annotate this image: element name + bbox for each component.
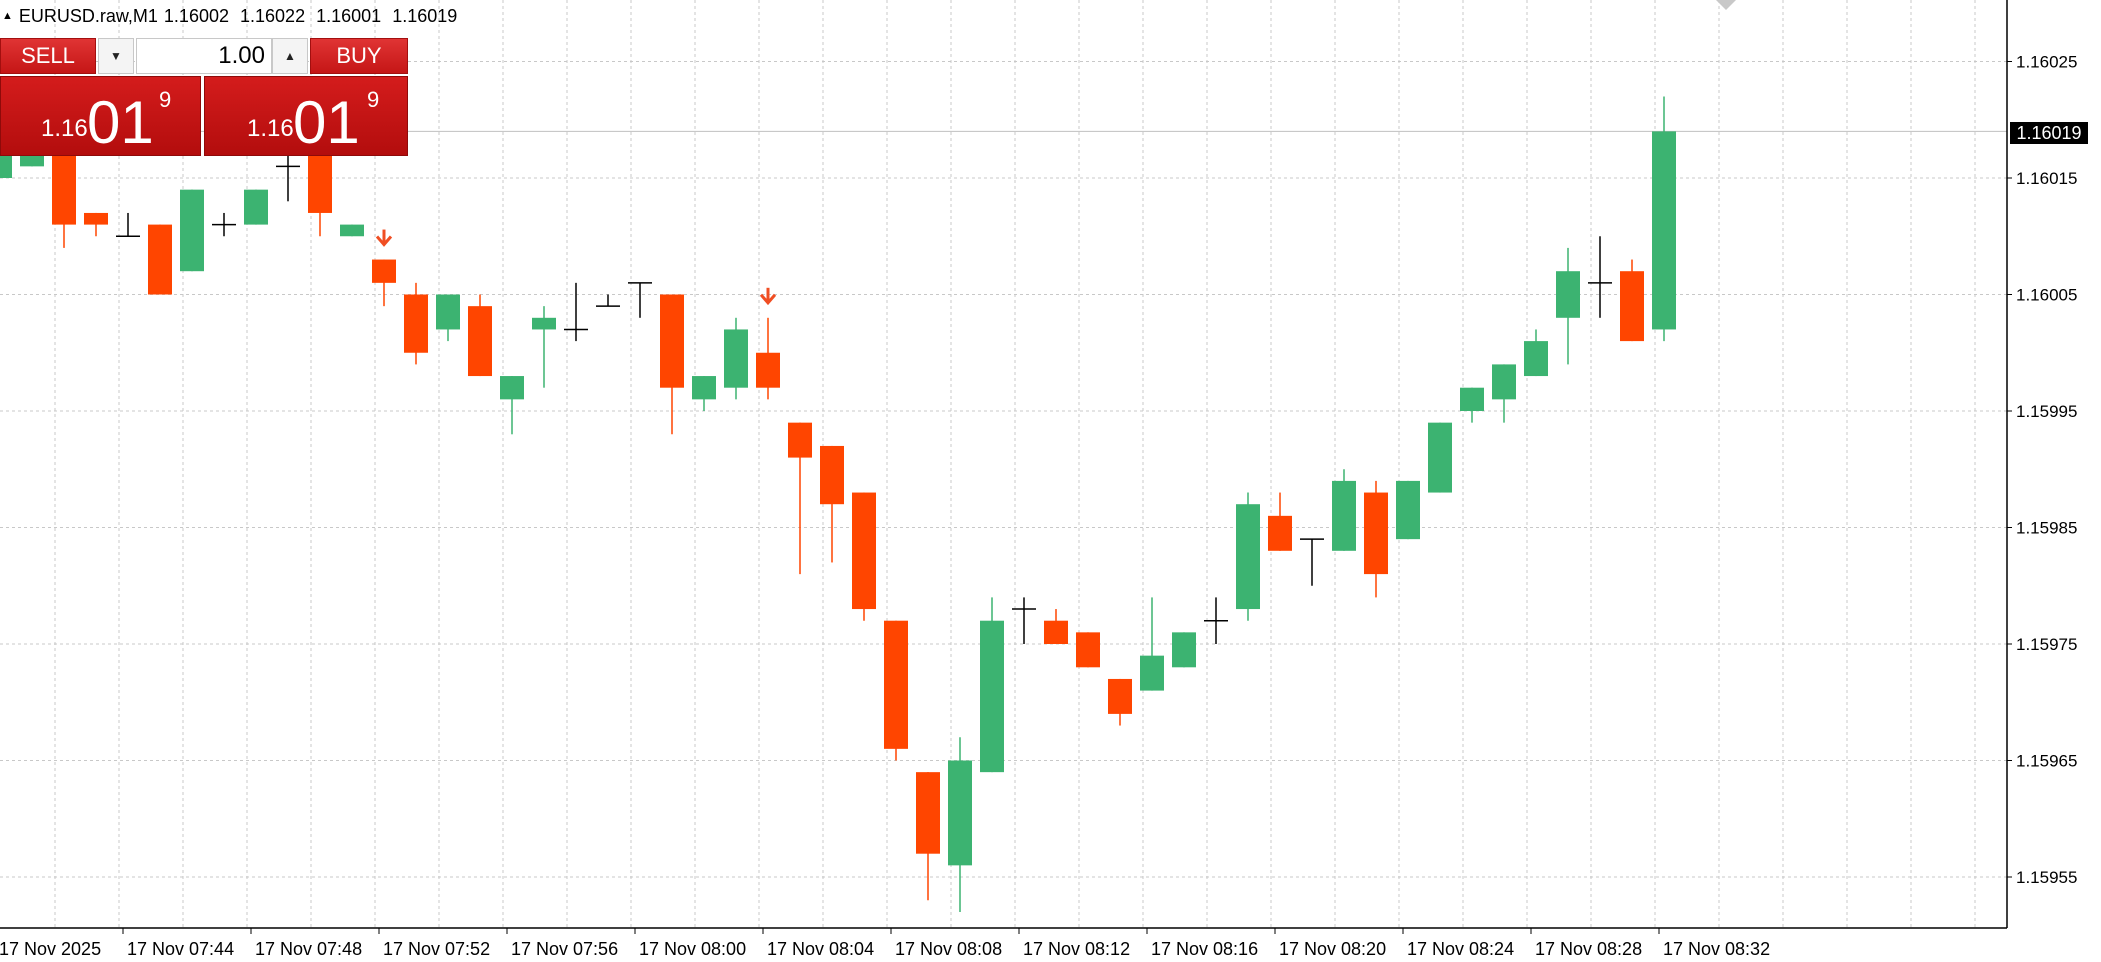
candle-body-bullish (1460, 387, 1484, 411)
candle-body-bullish (1652, 131, 1676, 330)
candle-body-bearish (820, 445, 844, 505)
x-tick-label: 17 Nov 07:48 (255, 939, 362, 959)
candle-body-bearish (660, 294, 684, 388)
candle-body-bullish (1172, 632, 1196, 668)
current-price-label: 1.16019 (2010, 122, 2088, 144)
candle-body-bearish (468, 306, 492, 377)
candle-body-bullish (1556, 271, 1580, 318)
candle-body-bearish (1620, 271, 1644, 342)
lot-increase-button[interactable]: ▲ (272, 38, 308, 74)
candle-body-bearish (1044, 620, 1068, 644)
sell-price-fraction: 9 (159, 87, 172, 112)
candle-body-bearish (788, 422, 812, 458)
candle-body-bullish (1492, 364, 1516, 400)
candle-body-bullish (436, 294, 460, 330)
candle-body-bullish (1524, 341, 1548, 377)
x-tick-label: 17 Nov 08:00 (639, 939, 746, 959)
arrow-down-icon (375, 235, 393, 247)
x-tick-label: 17 Nov 07:44 (127, 939, 234, 959)
triangle-down-icon: ▼ (110, 49, 122, 63)
x-tick-label: 17 Nov 07:56 (511, 939, 618, 959)
candle-body-bullish (724, 329, 748, 388)
candle-body-bullish (0, 154, 12, 178)
x-tick-label: 17 Nov 08:04 (767, 939, 874, 959)
x-tick-label: 17 Nov 07:52 (383, 939, 490, 959)
candle-body-bearish (148, 224, 172, 295)
y-tick-label: 1.15995 (2016, 402, 2077, 421)
candle-body-bullish (1140, 655, 1164, 691)
candle-body-bullish (1428, 422, 1452, 493)
candle-body-bearish (1364, 492, 1388, 575)
candle-body-bullish (532, 317, 556, 330)
low-value: 1.16001 (316, 5, 382, 26)
symbol-label: EURUSD.raw,M1 (18, 5, 158, 26)
candle-body-bullish (1332, 480, 1356, 551)
one-click-trading-panel: SELL ▼ ▲ BUY 1.16 01 9 1.16 01 9 (0, 38, 408, 156)
x-tick-label: 17 Nov 2025 (0, 939, 101, 959)
buy-button[interactable]: BUY (310, 38, 408, 74)
open-value: 1.16002 (163, 5, 229, 26)
candle-body-bullish (980, 620, 1004, 773)
close-value: 1.16019 (392, 5, 458, 26)
triangle-up-icon: ▲ (284, 49, 296, 63)
trade-controls-row: SELL ▼ ▲ BUY (0, 38, 408, 74)
chart-shift-marker-icon (1716, 0, 1736, 10)
x-tick-label: 17 Nov 08:12 (1023, 939, 1130, 959)
sell-price-pips: 01 (87, 89, 154, 156)
candle-body-bearish (372, 259, 396, 283)
candle-body-bearish (1268, 515, 1292, 551)
candle-body-bullish (948, 760, 972, 866)
y-tick-label: 1.16015 (2016, 169, 2077, 188)
sell-price-box[interactable]: 1.16 01 9 (0, 76, 201, 156)
candle-body-bullish (1236, 504, 1260, 610)
candle-body-bearish (84, 212, 108, 225)
ohlc-values: 1.16002 1.16022 1.16001 1.16019 (164, 6, 463, 27)
candle-body-bullish (1396, 480, 1420, 540)
y-tick-label: 1.15975 (2016, 635, 2077, 654)
triangle-up-icon[interactable]: ▲ (2, 10, 13, 22)
x-tick-label: 17 Nov 08:20 (1279, 939, 1386, 959)
candle-body-bearish (756, 352, 780, 388)
y-tick-label: 1.16025 (2016, 53, 2077, 72)
buy-price-prefix: 1.16 (247, 115, 294, 142)
candle-body-bearish (308, 154, 332, 213)
sell-price-prefix: 1.16 (41, 115, 88, 142)
x-tick-label: 17 Nov 08:28 (1535, 939, 1642, 959)
x-tick-label: 17 Nov 08:24 (1407, 939, 1514, 959)
chart-title-bar: ▲ EURUSD.raw,M1 1.16002 1.16022 1.16001 … (0, 4, 463, 28)
lot-decrease-button[interactable]: ▼ (98, 38, 134, 74)
candle-body-bullish (340, 224, 364, 237)
x-tick-label: 17 Nov 08:16 (1151, 939, 1258, 959)
lot-size-input[interactable] (136, 38, 272, 74)
sell-button[interactable]: SELL (0, 38, 96, 74)
x-tick-label: 17 Nov 08:32 (1663, 939, 1770, 959)
buy-price-fraction: 9 (367, 87, 380, 112)
y-tick-label: 1.15965 (2016, 752, 2077, 771)
candle-body-bearish (852, 492, 876, 610)
y-tick-label: 1.16005 (2016, 286, 2077, 305)
buy-price-box[interactable]: 1.16 01 9 (204, 76, 408, 156)
high-value: 1.16022 (240, 5, 306, 26)
candle-body-bearish (916, 772, 940, 854)
candle-body-bearish (1108, 678, 1132, 714)
arrow-down-icon (759, 293, 777, 306)
y-tick-label: 1.15955 (2016, 868, 2077, 887)
candle-body-bullish (244, 189, 268, 225)
x-tick-label: 17 Nov 08:08 (895, 939, 1002, 959)
candle-body-bullish (180, 189, 204, 272)
candle-body-bearish (52, 154, 76, 225)
y-tick-label: 1.15985 (2016, 519, 2077, 538)
candle-body-bullish (692, 376, 716, 400)
candle-body-bearish (404, 294, 428, 353)
candle-body-bullish (20, 154, 44, 167)
candle-body-bearish (884, 620, 908, 749)
candle-body-bullish (500, 376, 524, 400)
candle-body-bearish (1076, 632, 1100, 668)
buy-price-pips: 01 (293, 89, 360, 156)
